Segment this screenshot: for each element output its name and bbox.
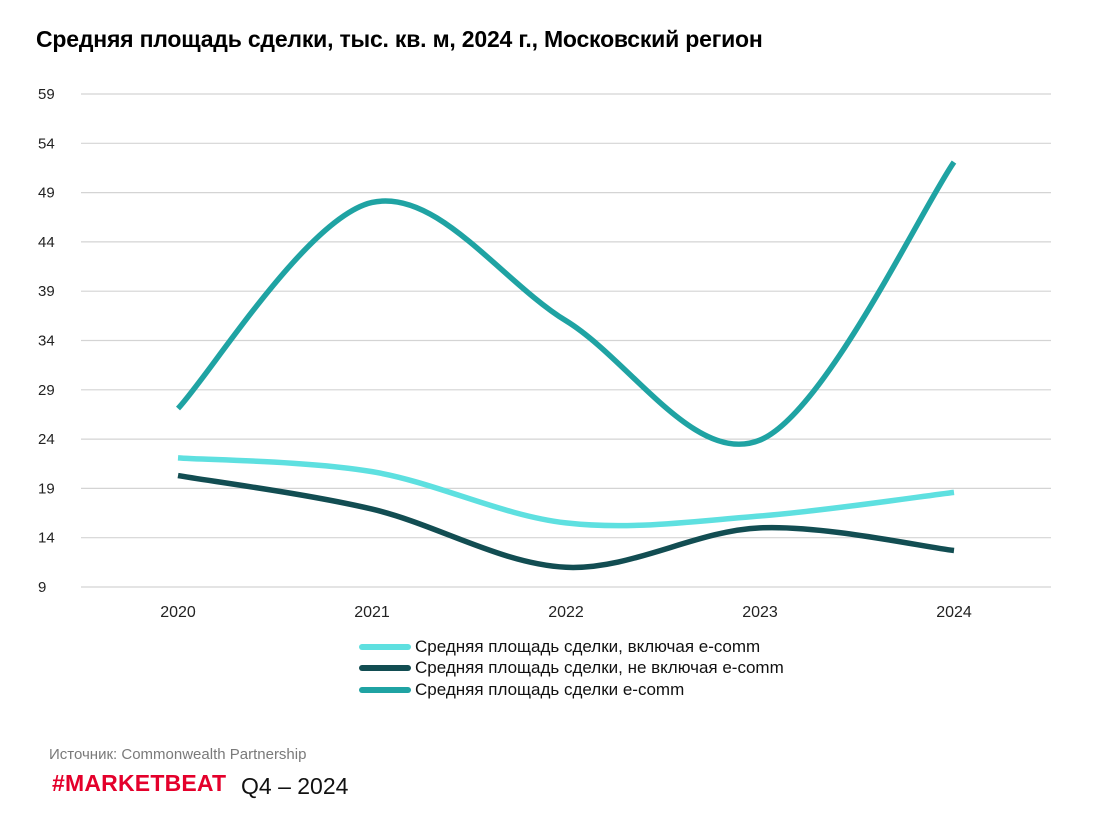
legend: Средняя площадь сделки, включая e-comm С… [359,636,784,701]
y-tick-label: 29 [38,382,55,399]
y-tick-label: 9 [38,579,46,596]
y-tick-label: 24 [38,431,55,448]
brand-logo: #MARKETBEAT [52,770,227,796]
legend-swatch [359,643,411,650]
y-tick-label: 49 [38,185,55,202]
x-tick-label: 2022 [548,604,584,621]
y-tick-label: 54 [38,135,55,152]
y-axis-ticks: 59 54 49 44 39 34 29 24 19 14 9 [38,86,55,596]
period-label: Q4 – 2024 [241,773,349,799]
y-tick-label: 34 [38,333,55,350]
x-axis-ticks: 2020 2021 2022 2023 2024 [160,604,972,621]
legend-item-ecomm: Средняя площадь сделки e-comm [359,679,784,701]
y-tick-label: 39 [38,283,55,300]
legend-item-excl-ecomm: Средняя площадь сделки, не включая e-com… [359,658,784,680]
y-tick-label: 14 [38,530,55,547]
y-tick-label: 44 [38,234,55,251]
x-tick-label: 2024 [936,604,972,621]
legend-swatch [359,686,411,693]
x-tick-label: 2020 [160,604,196,621]
legend-label: Средняя площадь сделки, включая e-comm [415,636,761,656]
x-tick-label: 2023 [742,604,778,621]
x-tick-label: 2021 [354,604,390,621]
series-line-ecomm [175,160,957,447]
gridlines [81,93,1051,588]
y-tick-label: 59 [38,86,55,103]
legend-item-incl-ecomm: Средняя площадь сделки, включая e-comm [359,636,784,658]
legend-swatch [359,665,411,672]
chart-title: Средняя площадь сделки, тыс. кв. м, 2024… [36,26,763,52]
legend-label: Средняя площадь сделки e-comm [415,679,685,699]
series-lines [175,160,957,571]
legend-label: Средняя площадь сделки, не включая e-com… [415,658,784,678]
y-tick-label: 19 [38,480,55,497]
source-note: Источник: Commonwealth Partnership [49,746,307,763]
